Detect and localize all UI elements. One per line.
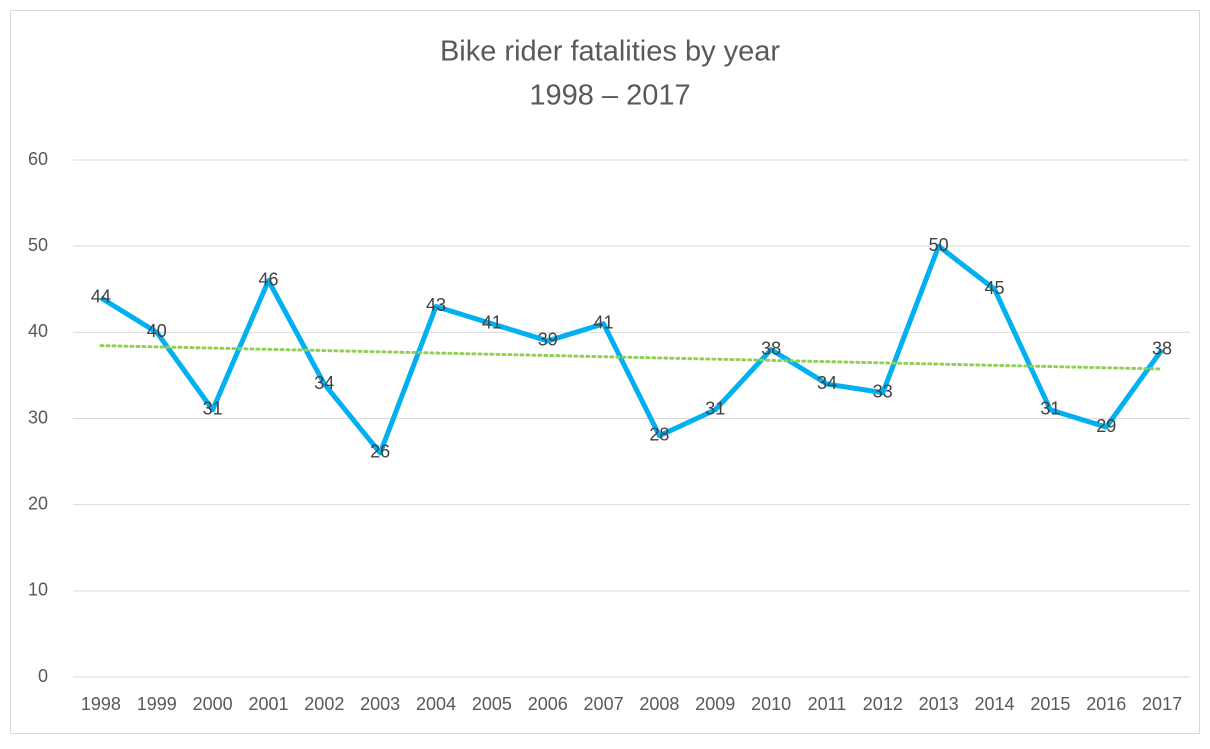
x-tick-label: 2004 bbox=[416, 694, 456, 714]
data-label: 29 bbox=[1096, 416, 1116, 436]
x-tick-label: 2000 bbox=[193, 694, 233, 714]
data-label: 41 bbox=[594, 312, 614, 332]
x-tick-label: 2013 bbox=[919, 694, 959, 714]
data-label: 41 bbox=[482, 312, 502, 332]
x-tick-label: 2009 bbox=[695, 694, 735, 714]
data-label: 31 bbox=[203, 399, 223, 419]
x-tick-label: 2005 bbox=[472, 694, 512, 714]
x-tick-label: 2014 bbox=[975, 694, 1015, 714]
x-tick-label: 2007 bbox=[584, 694, 624, 714]
data-label: 40 bbox=[147, 321, 167, 341]
y-tick-label: 50 bbox=[28, 235, 48, 255]
x-tick-label: 2017 bbox=[1142, 694, 1182, 714]
x-tick-label: 1998 bbox=[81, 694, 121, 714]
chart-subtitle: 1998 – 2017 bbox=[529, 80, 690, 112]
data-label: 34 bbox=[817, 373, 837, 393]
x-tick-label: 2006 bbox=[528, 694, 568, 714]
x-tick-label: 2008 bbox=[639, 694, 679, 714]
data-label: 34 bbox=[314, 373, 334, 393]
data-label: 43 bbox=[426, 295, 446, 315]
x-tick-label: 2010 bbox=[751, 694, 791, 714]
y-tick-label: 30 bbox=[28, 407, 48, 427]
x-tick-label: 2012 bbox=[863, 694, 903, 714]
x-tick-label: 2001 bbox=[248, 694, 288, 714]
y-tick-label: 20 bbox=[28, 493, 48, 513]
data-label: 38 bbox=[1152, 338, 1172, 358]
chart-border bbox=[10, 10, 1200, 734]
data-label: 38 bbox=[761, 338, 781, 358]
y-tick-label: 60 bbox=[28, 149, 48, 169]
data-label: 50 bbox=[929, 235, 949, 255]
data-label: 45 bbox=[985, 278, 1005, 298]
x-tick-label: 1999 bbox=[137, 694, 177, 714]
data-label: 33 bbox=[873, 381, 893, 401]
data-label: 28 bbox=[649, 424, 669, 444]
x-tick-label: 2016 bbox=[1086, 694, 1126, 714]
x-tick-label: 2011 bbox=[808, 694, 847, 714]
y-tick-label: 40 bbox=[28, 321, 48, 341]
x-tick-label: 2003 bbox=[360, 694, 400, 714]
data-label: 46 bbox=[258, 269, 278, 289]
data-label: 44 bbox=[91, 287, 111, 307]
data-label: 31 bbox=[705, 399, 725, 419]
data-label: 39 bbox=[538, 330, 558, 350]
y-tick-label: 0 bbox=[38, 666, 48, 686]
trendline bbox=[99, 344, 1164, 371]
x-tick-label: 2015 bbox=[1030, 694, 1070, 714]
data-label: 26 bbox=[370, 442, 390, 462]
data-line bbox=[99, 243, 1165, 456]
x-tick-label: 2002 bbox=[304, 694, 344, 714]
y-tick-label: 10 bbox=[28, 580, 48, 600]
chart-title: Bike rider fatalities by year bbox=[440, 36, 780, 68]
data-label: 31 bbox=[1040, 399, 1060, 419]
